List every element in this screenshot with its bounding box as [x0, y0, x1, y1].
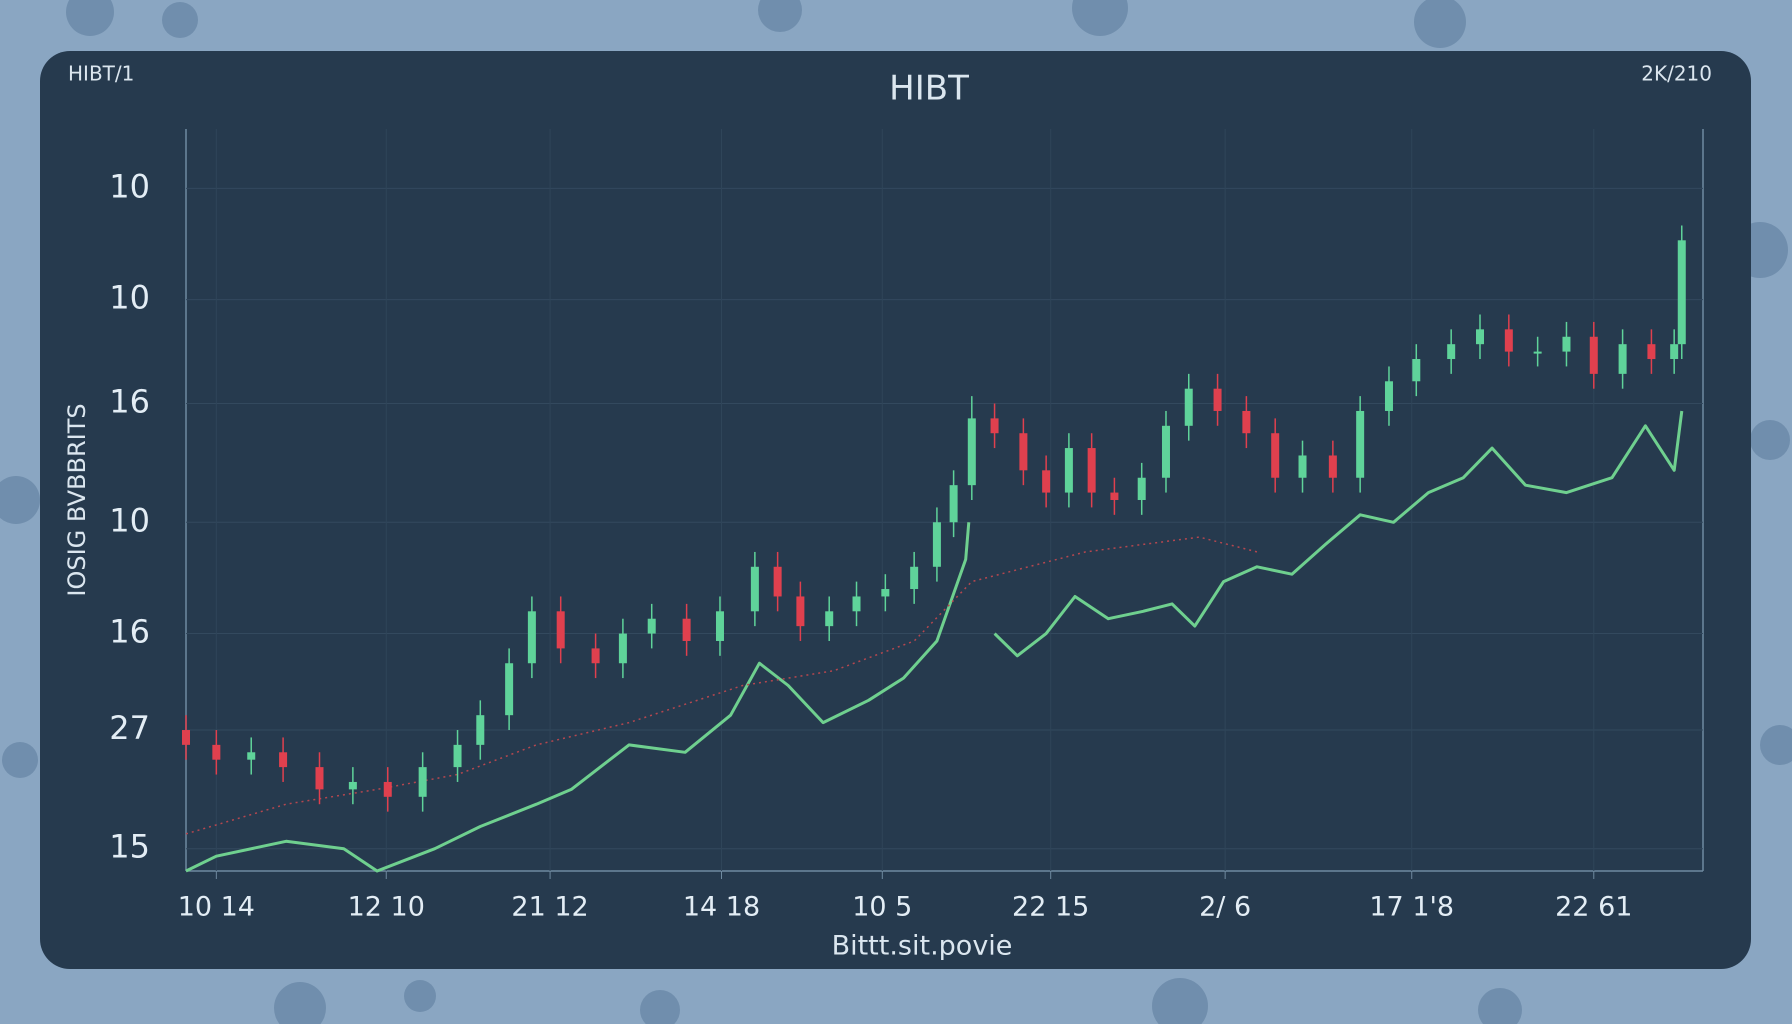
candle-body [556, 611, 565, 649]
candle-body [1328, 455, 1337, 478]
candle-body [182, 730, 190, 745]
candle-body [1447, 344, 1456, 360]
corner-left: HIBT/1 [68, 62, 134, 86]
x-tick-label: 2/ 6 [1199, 892, 1251, 923]
chart-title: HIBT [889, 69, 969, 109]
candle-body [1161, 425, 1170, 478]
line-series [185, 536, 1258, 835]
y-tick-label: 10 [109, 279, 150, 317]
x-tick-label: 17 1'8 [1369, 892, 1454, 923]
candle-body [825, 611, 834, 627]
candle-body [796, 596, 805, 627]
candle-body [1356, 410, 1365, 478]
y-tick-label: 10 [109, 167, 150, 205]
line-series [185, 410, 1684, 873]
candle-body [1384, 381, 1393, 411]
candle-body [476, 715, 485, 745]
x-tick-label: 14 18 [683, 892, 760, 923]
candle-body [1476, 329, 1485, 345]
candle-body [990, 418, 999, 434]
candle-body [1242, 410, 1251, 434]
candle-body [647, 618, 656, 634]
x-axis-label: Bittt.sit.povie [832, 931, 1013, 962]
x-tick-label: 22 61 [1555, 892, 1632, 923]
y-tick-label: 15 [109, 828, 150, 866]
candle-body [1184, 388, 1193, 426]
corner-right: 2K/210 [1641, 62, 1712, 86]
candle-body [383, 781, 392, 797]
candle-body [910, 566, 919, 590]
candle-body [1504, 329, 1513, 352]
y-tick-label: 16 [109, 383, 150, 421]
candle-body [1533, 351, 1542, 354]
candle-body [773, 566, 782, 597]
candle-body [453, 744, 462, 768]
candle-body [212, 744, 221, 760]
candle-body [1137, 477, 1146, 500]
candle-body [682, 618, 691, 641]
candle-body [1670, 344, 1679, 360]
candle-body [1677, 240, 1686, 345]
y-tick-label: 10 [109, 501, 150, 539]
candle-body [348, 781, 357, 790]
y-tick-label: 27 [109, 709, 150, 747]
candle-body [1042, 470, 1051, 493]
panel [40, 51, 1751, 969]
candle-body [1647, 344, 1656, 360]
candle-body [1213, 388, 1222, 411]
candle-body [1618, 344, 1627, 374]
candle-body [1562, 336, 1571, 352]
x-tick-label: 21 12 [511, 892, 588, 923]
candle-body [591, 648, 600, 664]
candle-body [247, 752, 256, 760]
candle-body [852, 596, 861, 612]
candle-body [315, 767, 324, 790]
y-axis-label: IOSIG BVBBRITS [63, 403, 91, 596]
x-tick-label: 10 14 [178, 892, 255, 923]
candle-body [1271, 433, 1280, 478]
candle-body [1412, 359, 1421, 382]
candle-body [279, 752, 288, 768]
candle-body [967, 418, 976, 486]
candle-body [1298, 455, 1307, 478]
x-tick-label: 10 5 [852, 892, 912, 923]
candle-body [715, 611, 724, 641]
x-tick-label: 22 15 [1012, 892, 1089, 923]
y-tick-label: 16 [109, 613, 150, 651]
candle-body [881, 589, 890, 597]
candle-body [1019, 433, 1028, 471]
x-tick-label: 12 10 [348, 892, 425, 923]
candle-body [949, 485, 958, 523]
candle-body [932, 522, 941, 567]
candle-body [527, 611, 536, 664]
candle-body [618, 633, 627, 664]
candle-body [1589, 336, 1598, 374]
candle-body [418, 767, 427, 797]
candle-body [1064, 448, 1073, 493]
candle-body [1110, 492, 1119, 500]
candle-body [505, 663, 514, 716]
candle-body [750, 566, 759, 612]
candle-body [1087, 448, 1096, 493]
